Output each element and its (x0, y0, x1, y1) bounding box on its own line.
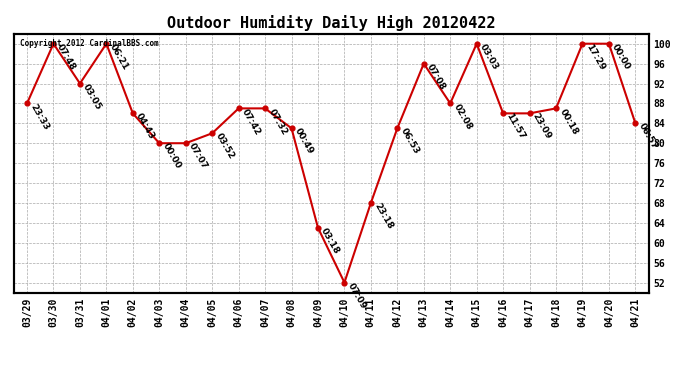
Text: 07:08: 07:08 (425, 62, 447, 92)
Text: 06:57: 06:57 (637, 122, 659, 151)
Text: 03:52: 03:52 (214, 132, 235, 161)
Text: 04:43: 04:43 (135, 112, 157, 141)
Text: 03:05: 03:05 (81, 82, 104, 111)
Text: 00:00: 00:00 (611, 42, 632, 71)
Point (180, 140, 191, 146)
Point (551, 105, 562, 111)
Text: 07:07: 07:07 (187, 142, 209, 171)
Text: 02:08: 02:08 (452, 102, 473, 131)
Text: 00:18: 00:18 (558, 107, 580, 136)
Text: 07:32: 07:32 (266, 107, 288, 136)
Point (497, 110, 509, 116)
Text: 07:48: 07:48 (55, 42, 77, 72)
Point (101, 41, 112, 47)
Text: 03:03: 03:03 (478, 42, 500, 71)
Text: 03:18: 03:18 (319, 226, 342, 256)
Text: 23:33: 23:33 (28, 102, 50, 131)
Point (286, 125, 297, 131)
Text: 00:00: 00:00 (161, 142, 183, 171)
Text: 00:49: 00:49 (293, 127, 315, 156)
Text: 06:21: 06:21 (108, 42, 130, 72)
Point (75, 81, 86, 87)
Text: 06:53: 06:53 (399, 127, 421, 156)
Point (313, 225, 324, 231)
Point (630, 120, 641, 126)
Point (48, 41, 59, 47)
Point (524, 110, 535, 116)
Point (21, 100, 32, 106)
Text: 23:18: 23:18 (373, 201, 395, 231)
Title: Outdoor Humidity Daily High 20120422: Outdoor Humidity Daily High 20120422 (167, 15, 495, 31)
Point (154, 140, 165, 146)
Point (207, 130, 218, 136)
Text: 23:09: 23:09 (531, 112, 553, 141)
Point (418, 61, 429, 67)
Text: 11:57: 11:57 (504, 112, 526, 141)
Point (127, 110, 138, 116)
Point (392, 125, 403, 131)
Point (366, 200, 377, 206)
Point (233, 105, 244, 111)
Point (471, 41, 482, 47)
Text: 17:29: 17:29 (584, 42, 606, 72)
Point (603, 41, 614, 47)
Point (444, 100, 455, 106)
Point (339, 279, 350, 285)
Point (259, 105, 270, 111)
Text: Copyright 2012 CardinalBBS.com: Copyright 2012 CardinalBBS.com (20, 39, 159, 48)
Point (577, 41, 588, 47)
Text: 07:09: 07:09 (346, 281, 368, 310)
Text: 07:42: 07:42 (240, 107, 262, 136)
